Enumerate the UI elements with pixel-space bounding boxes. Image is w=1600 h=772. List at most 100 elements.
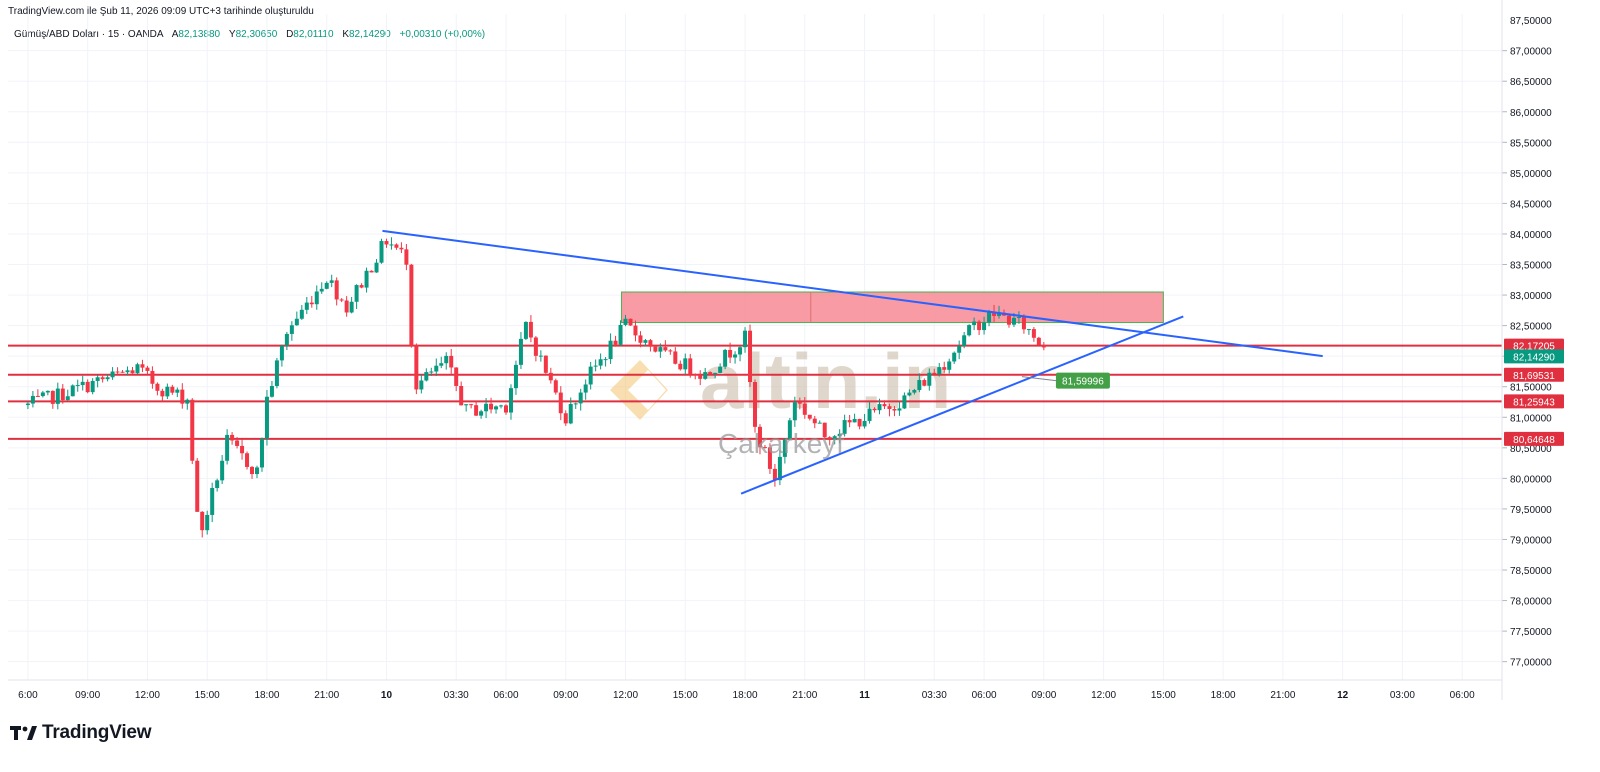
candle-body [733, 354, 738, 358]
x-tick-label: 21:00 [314, 690, 339, 701]
candle-body [449, 355, 454, 368]
grid-lines [8, 14, 1502, 680]
candle-body [713, 372, 718, 375]
level-price-tag [1504, 338, 1564, 353]
candle-body [588, 366, 593, 385]
close-value: 82,14290 [348, 29, 391, 40]
candle-body [464, 404, 469, 406]
candle-body [95, 377, 100, 381]
candle-body [424, 372, 429, 381]
candle-body [100, 377, 105, 380]
candle-body [70, 385, 75, 397]
candle-body [394, 244, 399, 248]
candle-body [30, 395, 35, 404]
candle-body [668, 350, 673, 352]
x-tick-label: 15:00 [673, 690, 698, 701]
candle-body [195, 460, 200, 512]
candle-body [947, 361, 952, 370]
tradingview-brand[interactable]: TradingView [10, 722, 152, 744]
symbol-legend[interactable]: Gümüş/ABD Doları · 15 · OANDA A82,13880 … [14, 29, 485, 40]
y-tick-label: 86,00000 [1510, 108, 1552, 119]
candle-body [55, 388, 60, 404]
candle-body [250, 466, 255, 475]
candle-body [40, 392, 45, 397]
candle-body [862, 420, 867, 427]
y-tick-label: 83,00000 [1510, 291, 1552, 302]
candle-body [374, 262, 379, 273]
candle-body [663, 347, 668, 351]
level-price-tag [1504, 431, 1564, 446]
y-tick-label: 77,00000 [1510, 658, 1552, 669]
candle-body [782, 439, 787, 457]
candle-body [608, 340, 613, 360]
candle-body [65, 396, 70, 401]
candle-body [718, 366, 723, 373]
candle-body [230, 434, 235, 441]
x-tick-label: 6:00 [18, 690, 38, 701]
candle-body [997, 312, 1002, 316]
candle-body [728, 349, 733, 358]
candle-body [528, 321, 533, 338]
x-tick-label: 03:30 [922, 690, 947, 701]
candle-body [494, 406, 499, 410]
candle-body [235, 440, 240, 446]
low-label: D [286, 29, 294, 40]
candle-body [479, 411, 484, 416]
candle-body [628, 318, 633, 326]
candle-body [693, 374, 698, 376]
candle-body [1026, 329, 1031, 331]
x-tick-label: 06:00 [972, 690, 997, 701]
level-price-tag [1504, 394, 1564, 409]
x-tick-label: 12:00 [135, 690, 160, 701]
watermark-diamond-inner-icon [628, 370, 666, 410]
candle-body [45, 390, 50, 393]
candle-body [772, 468, 777, 481]
candle-body [658, 347, 663, 352]
candle-body [180, 389, 185, 404]
candle-body [927, 372, 932, 386]
candle-body [762, 447, 767, 449]
y-tick-label: 85,00000 [1510, 169, 1552, 180]
candle-body [847, 420, 852, 423]
candle-body [190, 399, 195, 461]
candle-body [743, 330, 748, 348]
x-tick-label: 09:00 [75, 690, 100, 701]
candle-body [688, 358, 693, 375]
candle-body [419, 380, 424, 390]
price-axis: 87,00000 86,50000 86,00000 85,50000 85,00000… [1501, 0, 1564, 700]
open-value: 82,13880 [178, 29, 221, 40]
trendline[interactable] [382, 229, 1323, 358]
candle-body [434, 365, 439, 372]
trendline[interactable] [740, 315, 1184, 495]
candle-body [289, 325, 294, 334]
candle-body [299, 309, 304, 319]
candle-body [220, 460, 225, 481]
candle-body [255, 467, 259, 475]
candle-body [787, 420, 792, 440]
price-annotation: 81,59996 [1021, 372, 1110, 389]
candle-body [329, 280, 334, 283]
level-price-label: 81,25943 [1513, 397, 1555, 408]
x-tick-label: 18:00 [733, 690, 758, 701]
candle-body [797, 402, 802, 404]
candle-body [937, 367, 942, 374]
annotation-label: 81,59996 [1062, 377, 1104, 388]
candle-body [269, 386, 274, 397]
annotation-badge [1055, 372, 1110, 389]
candle-body [339, 299, 344, 301]
candle-body [140, 364, 145, 368]
candle-body [344, 300, 349, 313]
x-tick-label: 12:00 [613, 690, 638, 701]
candle-body [215, 480, 220, 488]
candle-body [912, 390, 917, 393]
candle-body [364, 270, 369, 288]
last-price-tag [1504, 349, 1564, 364]
y-tick-label: 82,50000 [1510, 322, 1552, 333]
y-tick-label: 79,50000 [1510, 505, 1552, 516]
x-tick-label: 12 [1337, 690, 1349, 701]
symbol-title: Gümüş/ABD Doları · 15 · OANDA [14, 29, 163, 40]
candle-body [284, 333, 289, 346]
high-label: Y [228, 29, 236, 40]
candle-body [454, 367, 459, 386]
